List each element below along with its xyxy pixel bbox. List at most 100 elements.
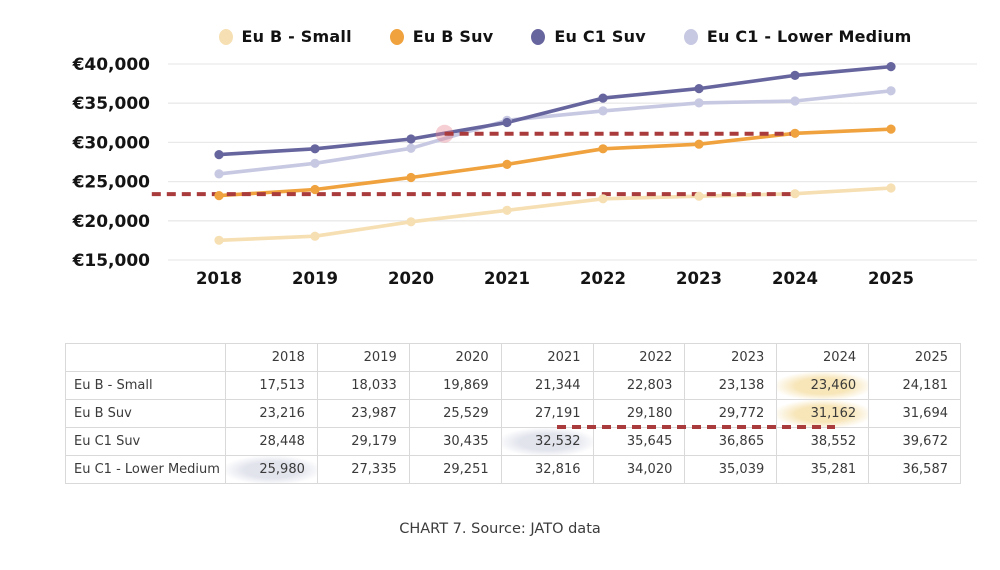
legend-item: Eu C1 - Lower Medium [683,27,912,46]
series-point [214,235,224,245]
x-axis-label: 2024 [772,269,818,288]
table-cell: 31,694 [868,399,961,428]
table-cell: 18,033 [316,371,410,400]
table-cell: 24,181 [868,371,961,400]
series-point [406,172,416,183]
table-header-cell: 2023 [684,343,778,372]
x-axis-label: 2021 [484,269,530,288]
table-cell: 29,179 [316,427,410,456]
price-chart: €15,000 €20,000 €25,000 €30,000 €35,000 €40,0… [72,55,977,288]
table-cell: 32,816 [500,455,594,484]
table-cell: 22,803 [592,371,686,400]
y-axis-label: €25,000 [72,173,151,193]
x-axis-label: 2025 [868,269,914,288]
y-axis-label: €35,000 [72,94,151,114]
series-point [790,70,800,80]
table-cell: 39,672 [868,427,961,456]
table-header-cell: 2018 [225,343,318,372]
x-axis-label: 2018 [196,269,242,288]
table-cell: 29,772 [684,399,778,428]
legend-item-label: Eu B Suv [412,27,494,46]
series-line-eu-c1-lower-medium [217,89,893,176]
legend-item: Eu B Suv [389,27,494,46]
legend-dot-icon [531,28,546,45]
table-cell: 35,039 [684,455,778,484]
table-cell-highlighted: 31,162 [776,399,870,428]
table-cell: 27,335 [316,455,410,484]
table-cell: 21,344 [500,371,594,400]
table-cell: 29,180 [592,399,686,428]
table-cell: 30,435 [408,427,502,456]
series-point [310,184,320,195]
series-point [790,189,800,199]
series-point [694,139,704,149]
table-header-cell: 2019 [316,343,410,372]
series-point [406,134,416,144]
table-row-label: Eu B - Small [65,371,226,400]
legend-item-label: Eu B - Small [241,27,352,46]
y-axis-label: €40,000 [72,55,151,75]
table-cell: 28,448 [225,427,318,456]
series-point [406,143,416,153]
table-cell: 38,552 [776,427,870,456]
series-point [886,62,896,72]
table-row-label: Eu C1 Suv [65,427,226,456]
x-axis-label: 2022 [580,269,626,288]
legend-item: Eu B - Small [218,27,352,46]
series-point [310,144,320,154]
table-cell: 23,216 [225,399,318,428]
series-point [406,217,416,227]
legend-dot-icon [683,28,698,45]
legend-dot-icon [218,28,233,45]
table-corner-cell [65,343,226,372]
price-table-container: 2018 2019 2020 2021 2022 2023 2024 2025 Eu B - … [65,343,961,484]
table-header-cell: 2025 [868,343,961,372]
y-axis-label: €15,000 [72,251,151,271]
table-cell: 23,138 [684,371,778,400]
x-axis-label: 2023 [676,269,722,288]
table-dashed-annotation [557,425,835,429]
series-point [790,96,800,106]
x-axis-label: 2020 [388,269,434,288]
table-cell: 27,191 [500,399,594,428]
table-cell: 35,281 [776,455,870,484]
series-point [886,183,896,193]
table-row: Eu C1 - Lower Medium 25,980 27,335 29,251 32… [65,455,961,484]
series-point [598,144,608,154]
y-axis-label: €30,000 [72,133,151,153]
table-header-cell: 2020 [408,343,502,372]
table-cell: 25,529 [408,399,502,428]
table-cell: 35,645 [592,427,686,456]
table-header-cell: 2021 [500,343,594,372]
table-cell: 19,869 [408,371,502,400]
legend-item: Eu C1 Suv [531,27,646,46]
series-point [694,98,704,108]
table-cell: 17,513 [225,371,318,400]
table-row-label: Eu C1 - Lower Medium [65,455,226,484]
table-cell: 36,865 [684,427,778,456]
series-point [502,159,512,169]
series-point [598,194,608,204]
series-point [694,191,704,201]
table-header-cell: 2024 [776,343,870,372]
chart-caption: CHART 7. Source: JATO data [399,521,601,537]
legend-dot-icon [389,28,404,45]
series-point [214,150,224,160]
series-point [214,191,224,201]
table-row: Eu B - Small 17,513 18,033 19,869 21,344 22,8… [65,371,961,400]
legend-item-label: Eu C1 - Lower Medium [706,27,912,46]
price-table: 2018 2019 2020 2021 2022 2023 2024 2025 Eu B - … [65,343,961,484]
series-point [502,117,512,128]
series-point [790,128,800,138]
table-cell-highlighted: 23,460 [776,371,870,400]
table-cell-highlighted: 25,980 [225,455,318,484]
series-line-eu-b-small [217,186,893,243]
table-cell-highlighted: 32,532 [500,427,594,456]
table-row: Eu B Suv 23,216 23,987 25,529 27,191 29,180 29… [65,399,961,428]
series-point [598,93,608,103]
series-point [886,124,896,134]
chart-legend: Eu B - Small Eu B Suv Eu C1 Suv Eu C1 - Low… [152,27,978,46]
table-header-row: 2018 2019 2020 2021 2022 2023 2024 2025 [65,343,961,372]
series-point [310,231,320,241]
series-line-eu-c1-suv [217,64,893,157]
